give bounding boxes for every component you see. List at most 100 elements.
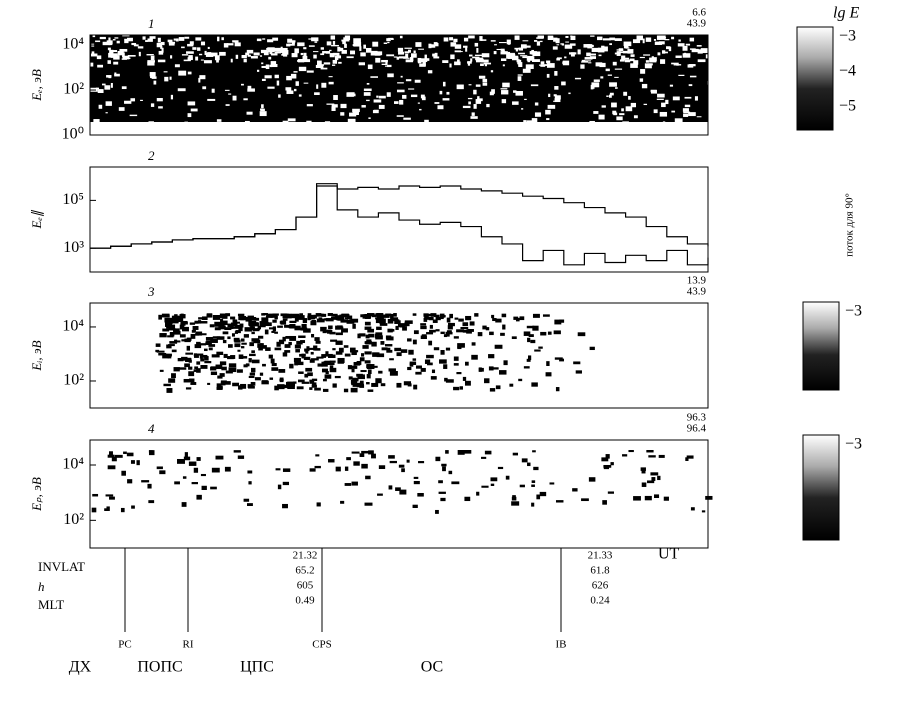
colorbar-label: −3 [845,436,862,453]
corner-label: 43.9 [687,286,707,298]
spectrogram-cell [478,367,482,372]
spectrogram-cell [287,38,293,43]
spectrogram-cell [517,74,523,76]
spectrogram-cell [192,325,199,330]
spectrogram-cell [481,456,487,459]
spectrogram-cell [336,315,344,319]
spectrogram-cell [372,110,379,114]
spectrogram-cell [99,36,106,40]
corner-label: 96.3 [687,412,707,424]
spectrogram-cell [517,76,522,81]
spectrogram-cell [353,461,360,466]
spectrogram-cell [428,43,432,49]
spectrogram-cell [674,118,683,124]
spectrogram-cell [147,38,153,42]
spectrogram-cell [214,327,221,331]
spectrogram-cell [324,353,333,357]
spectrogram-cell [544,64,549,66]
spectrogram-cell [462,322,469,327]
spectrogram-cell [332,40,336,45]
spectrogram-cell [341,328,348,333]
spectrogram-cell [200,473,206,477]
spectrogram-cell [477,98,483,102]
spectrogram-cell [605,454,610,459]
spectrogram-cell [204,361,212,364]
spectrogram-cell [683,111,691,114]
spectrogram-cell [314,387,321,391]
spectrogram-cell [182,326,189,332]
spectrogram-cell [214,321,222,327]
y-axis-label: Eₚ, эВ [29,477,44,512]
spectrogram-cell [297,379,305,383]
spectrogram-cell [113,61,119,65]
spectrogram-cell [198,333,207,336]
spectrogram-cell [217,375,223,379]
spectrogram-cell [189,41,194,45]
spectrogram-cell [453,386,460,391]
spectrogram-cell [247,85,252,91]
spectrogram-cell [540,331,547,336]
spectrogram-cell [361,105,366,108]
spectrogram-cell [261,317,269,323]
spectrogram-cell [282,318,288,321]
spectrogram-cell [219,51,226,56]
spectrogram-cell [621,108,624,112]
spectrogram-cell [602,500,607,505]
spectrogram-cell [588,477,596,482]
spectrogram-cell [96,55,102,60]
spectrogram-cell [439,359,447,364]
spectrogram-cell [145,40,148,42]
spectrogram-cell [495,385,501,390]
spectrogram-cell [624,59,631,63]
spectrogram-cell [519,484,525,488]
spectrogram-cell [403,117,411,120]
spectrogram-cell [104,85,111,90]
spectrogram-cell [363,88,372,91]
spectrogram-cell [269,313,275,317]
spectrogram-cell [395,487,401,491]
spectrogram-cell [512,101,519,105]
spectrogram-cell [184,36,190,39]
spectrogram-cell [454,317,459,320]
spectrogram-cell [349,319,354,323]
y-axis-label: Eₑ, эВ [29,69,44,102]
colorbar-label: −3 [839,28,856,45]
spectrogram-cell [106,75,112,78]
spectrogram-cell [490,40,496,42]
spectrogram-cell [228,363,237,368]
spectrogram-cell [309,387,313,390]
spectrogram-cell [246,111,253,115]
spectrogram-cell [448,322,455,327]
spectrogram-cell [645,60,649,63]
spectrogram-cell [243,356,248,359]
spectrogram-cell [234,324,242,328]
spectrogram-cell [443,37,449,42]
spectrogram-cell [707,64,713,69]
spectrogram-cell [110,50,118,53]
spectrogram-cell [225,370,233,374]
spectrogram-cell [536,494,541,500]
spectrogram-cell [426,354,434,359]
y-tick-label: 10² [63,372,84,389]
spectrogram-cell [332,383,337,388]
spectrogram-cell [658,454,665,458]
spectrogram-cell [485,327,490,331]
spectrogram-cell [298,94,302,97]
spectrogram-cell [244,120,250,126]
spectrogram-cell [407,366,412,371]
spectrogram-cell [302,55,308,61]
spectrogram-cell [522,68,531,73]
spectrogram-cell [609,92,614,96]
corner-label: 96.4 [687,423,707,435]
spectrogram-cell [367,369,372,375]
spectrogram-cell [322,330,327,334]
spectrogram-cell [662,51,668,54]
spectrogram-cell [555,38,560,44]
spectrogram-cell [417,102,420,104]
spectrogram-cell [272,313,279,316]
spectrogram-cell [335,316,342,321]
spectrogram-cell [671,62,679,65]
spectrogram-cell [289,323,296,329]
spectrogram-cell [243,58,247,63]
spectrogram-cell [243,98,248,101]
